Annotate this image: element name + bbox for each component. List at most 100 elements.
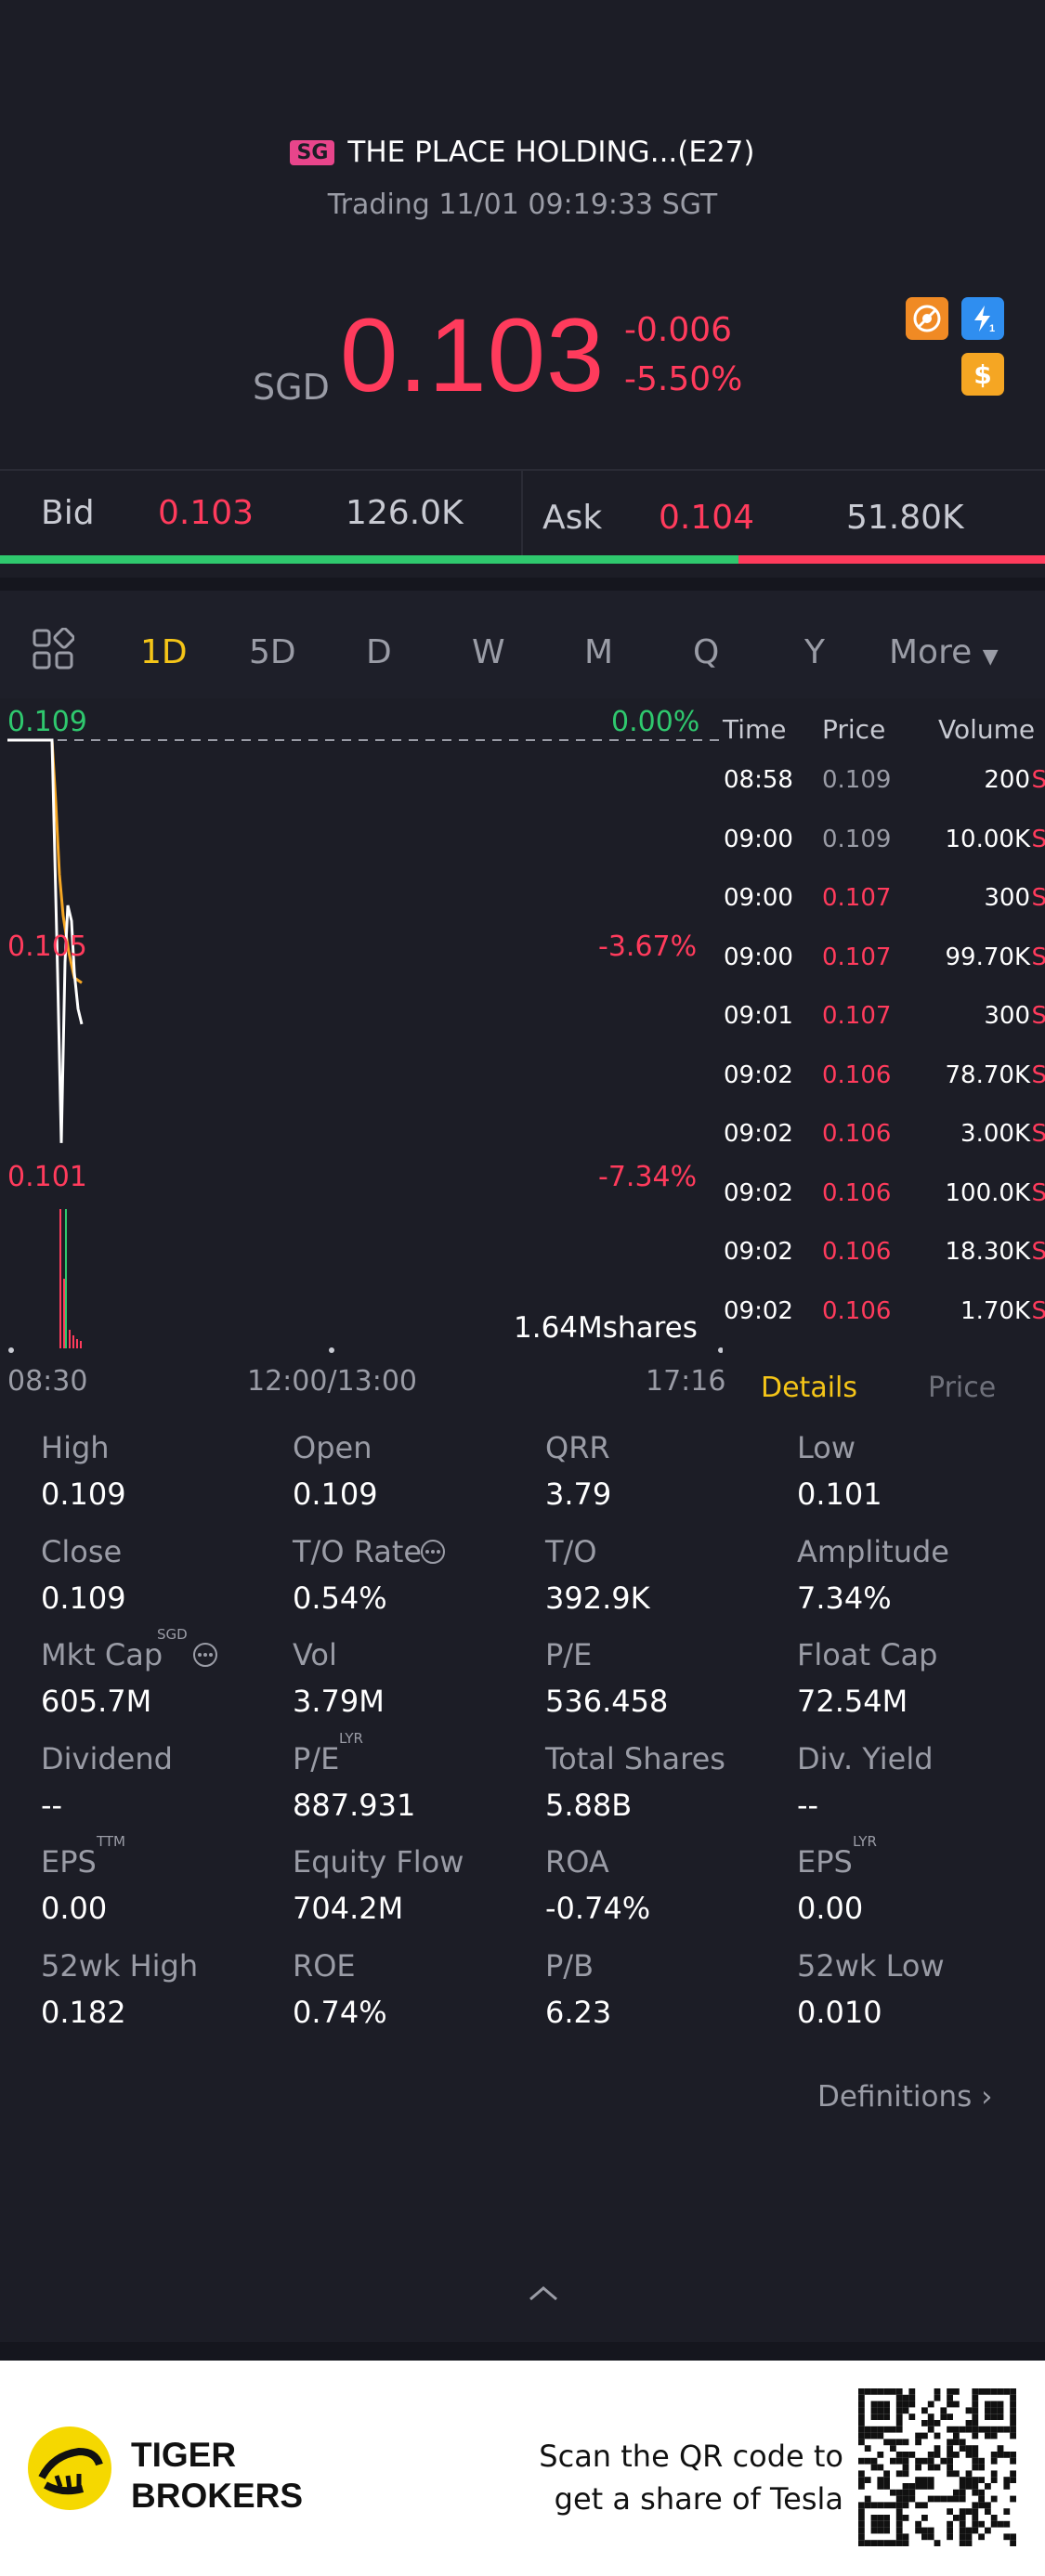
tick-volume: 100.0K [945,1178,1030,1207]
tick-volume: 78.70K [945,1060,1030,1089]
qr-module [947,2388,953,2395]
qr-module [1003,2483,1011,2490]
qr-module [947,2394,953,2401]
qr-module [997,2388,1004,2395]
qr-module [947,2452,953,2458]
qr-module [883,2407,890,2414]
qr-module [953,2489,960,2496]
volume-bar [59,1209,61,1348]
tab-1d[interactable]: 1D [140,633,188,671]
qr-module [965,2407,973,2414]
qr-module [959,2540,966,2546]
qr-module [965,2470,973,2478]
tick-volume: 200 [984,766,1030,794]
qr-module [985,2407,991,2414]
tick-side: S [1031,943,1045,971]
qr-module [1010,2533,1016,2541]
tab-5d[interactable]: 5D [249,633,296,671]
qr-module [934,2432,941,2439]
stat-label: ROA [545,1844,609,1880]
tab-year[interactable]: Y [804,633,825,671]
qr-module [902,2464,909,2471]
qr-module [902,2400,909,2408]
qr-module [990,2413,998,2420]
qr-module [965,2477,973,2483]
stat-label: Close [41,1533,123,1569]
dollar-icon[interactable]: $ [961,353,1004,396]
qr-module [883,2483,890,2490]
ask-volume-bar [738,555,1045,564]
qr-module [877,2464,884,2471]
qr-code[interactable] [858,2388,1016,2546]
tick-time: 09:02 [724,1178,793,1207]
qr-module [947,2533,953,2541]
caret-down-icon: ▼ [982,645,999,669]
qr-module [997,2445,1004,2452]
qr-module [877,2483,884,2490]
info-more-icon[interactable] [419,1538,447,1569]
tick-time: 09:02 [724,1296,793,1325]
qr-module [890,2439,896,2446]
qr-module [940,2413,947,2420]
qr-module [959,2426,966,2433]
tab-details[interactable]: Details [761,1372,858,1404]
qr-module [934,2394,941,2401]
qr-module [870,2388,878,2395]
qr-module [883,2515,890,2521]
tab-more[interactable]: More ▼ [889,633,999,671]
qr-module [915,2439,921,2446]
bid-ask-panel: Bid 0.103 126.0K Ask 0.104 51.80K [0,469,1045,557]
tab-day[interactable]: D [366,633,392,671]
stat-label: Total Shares [545,1740,725,1776]
qr-module [858,2483,865,2490]
qr-module [908,2452,916,2458]
stat-label: Div. Yield [797,1740,934,1776]
qr-module [921,2533,928,2541]
qr-module [877,2452,884,2458]
tick-volume: 10.00K [945,825,1030,853]
qr-module [965,2445,973,2452]
volume-bar [69,1330,71,1348]
qr-module [947,2400,953,2408]
qr-module [927,2420,934,2426]
brand-name: TIGER BROKERS [131,2435,303,2517]
qr-module [965,2483,973,2490]
qr-module [895,2407,903,2414]
stock-title-row[interactable]: SG THE PLACE HOLDING...(E27) [0,130,1045,175]
time-start-label: 08:30 [7,1365,88,1398]
qr-module [990,2452,998,2458]
qr-module [902,2439,909,2446]
tick-time: 09:00 [724,825,793,853]
price-high-label: 0.109 [7,706,87,738]
stat-label: Float Cap [797,1637,938,1672]
qr-module [985,2432,991,2439]
no-trade-icon[interactable] [906,297,948,340]
qr-module [947,2495,953,2503]
definitions-link[interactable]: Definitions › [817,2080,993,2114]
qr-module [985,2483,991,2490]
qr-module [858,2477,865,2483]
tick-side: S [1031,884,1045,912]
stat-label: T/O Rate [293,1533,423,1569]
layout-grid-icon[interactable] [32,627,75,674]
tick-price: 0.106 [822,1060,892,1089]
tab-quarter[interactable]: Q [693,633,720,671]
stat-value: 3.79M [293,1684,385,1719]
qr-module [927,2533,934,2541]
lightning-level1-icon[interactable]: 1 [961,297,1004,340]
tab-week[interactable]: W [472,633,505,671]
qr-module [890,2502,896,2509]
tab-price[interactable]: Price [928,1372,997,1404]
stat-label: Amplitude [797,1533,949,1569]
stat-value: 0.74% [293,1994,387,2030]
qr-module [990,2426,998,2433]
qr-module [915,2483,921,2490]
tick-side: S [1031,1178,1045,1207]
info-more-icon[interactable] [191,1641,219,1672]
chevron-up-icon[interactable] [525,2281,562,2309]
intraday-chart[interactable] [0,698,723,1376]
qr-module [870,2413,878,2420]
qr-module [895,2508,903,2515]
tab-month[interactable]: M [584,633,614,671]
qr-module [902,2540,909,2546]
